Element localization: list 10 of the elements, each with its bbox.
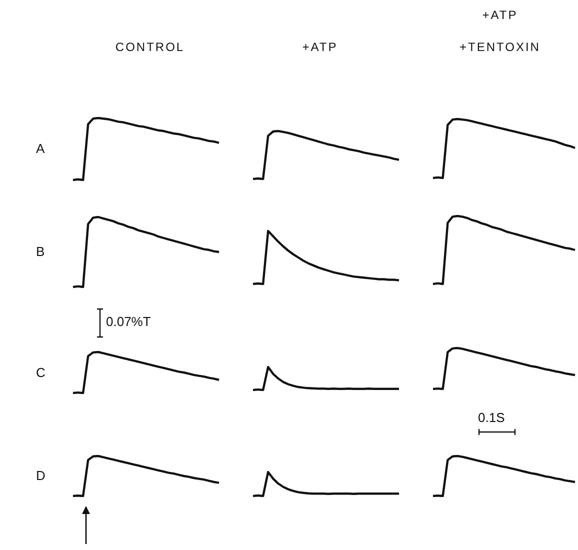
text: 0.07%T [106,314,151,329]
y-axis-title: B [36,244,45,259]
y-axis-title: A [36,141,45,156]
y-axis-title: C [36,364,46,380]
text: 0.1S [478,410,505,425]
chart-subtitle: +TENTOXIN [458,40,542,54]
y-axis-title: D [36,468,46,483]
chart-title: CONTROL [114,40,186,54]
chart-title: +ATP [481,8,519,22]
chart-title: +ATP [301,40,339,54]
